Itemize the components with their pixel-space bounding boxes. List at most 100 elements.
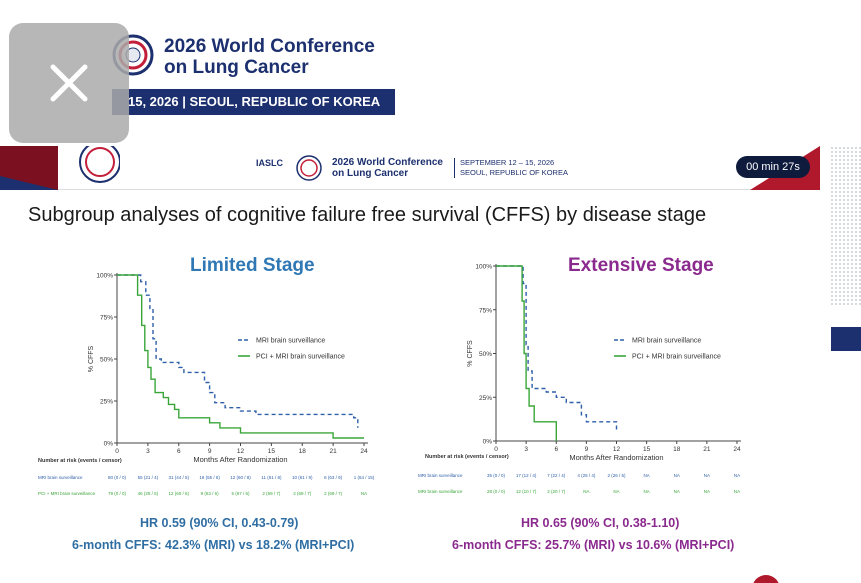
y-tick-label: 50% — [100, 357, 113, 364]
legend-label: PCI + MRI brain surveillance — [632, 354, 721, 361]
extensive-stage-title: Extensive Stage — [568, 255, 714, 276]
at-risk-value: 2 (69 / 7) — [262, 491, 281, 496]
conference-banner: 2026 World Conference on Lung Cancer 15,… — [0, 0, 861, 140]
y-tick-label: 0% — [104, 441, 114, 448]
header-date-line1: SEPTEMBER 12 – 15, 2026 — [460, 158, 555, 167]
y-tick-label: 75% — [479, 307, 492, 314]
at-risk-value: 55 (21 / 4) — [138, 475, 159, 480]
header-date-line2: SEOUL, REPUBLIC OF KOREA — [460, 168, 568, 177]
header-conference-title: 2026 World Conference on Lung Cancer — [332, 157, 443, 179]
limited-stage-title: Limited Stage — [190, 255, 315, 276]
at-risk-value: 1 (64 / 15) — [354, 475, 375, 480]
banner-title-line2: on Lung Cancer — [164, 57, 309, 78]
extensive-hazard-ratio: HR 0.65 (90% CI, 0.38-1.10) — [521, 516, 680, 530]
at-risk-value: 4 (25 / 4) — [577, 473, 596, 478]
at-risk-value: NA — [643, 473, 649, 478]
x-tick-label: 0 — [115, 448, 119, 455]
x-tick-label: 9 — [585, 446, 589, 453]
at-risk-value: NA — [583, 489, 589, 494]
at-risk-value: NA — [361, 491, 367, 496]
x-tick-label: 6 — [177, 448, 181, 455]
close-button[interactable] — [9, 23, 129, 143]
at-risk-value: NA — [674, 473, 680, 478]
at-risk-row-label: MRI brain surveillance — [38, 475, 83, 480]
at-risk-value: 31 (44 / 5) — [168, 475, 189, 480]
at-risk-value: NA — [643, 489, 649, 494]
x-tick-label: 15 — [268, 448, 276, 455]
iaslc-logo-text: IASLC — [256, 158, 283, 168]
header-title-line1: 2026 World Conference — [332, 157, 443, 168]
x-tick-label: 18 — [673, 446, 681, 453]
x-tick-label: 24 — [733, 446, 741, 453]
x-tick-label: 9 — [208, 448, 212, 455]
right-edge-pattern — [830, 146, 861, 306]
at-risk-title: Number at risk (events / censor) — [38, 458, 122, 464]
at-risk-value: NA — [734, 489, 740, 494]
mri-surveillance-curve — [496, 265, 618, 433]
y-tick-label: 25% — [479, 395, 492, 402]
at-risk-value: 35 (0 / 0) — [487, 473, 506, 478]
x-tick-label: 24 — [360, 448, 368, 455]
at-risk-value: 2 (20 / 7) — [547, 489, 566, 494]
header-date-location: SEPTEMBER 12 – 15, 2026 SEOUL, REPUBLIC … — [454, 158, 568, 178]
at-risk-row-label: MRI brain surveillance — [418, 473, 463, 478]
banner-title: 2026 World Conference on Lung Cancer — [164, 36, 375, 78]
at-risk-value: 18 (55 / 6) — [199, 475, 220, 480]
y-tick-label: 100% — [475, 264, 492, 271]
legend-label: MRI brain surveillance — [632, 338, 701, 345]
at-risk-value: 5 (67 / 6) — [231, 491, 250, 496]
at-risk-value: 7 (22 / 4) — [547, 473, 566, 478]
x-axis-label: Months After Randomization — [569, 453, 663, 462]
pci-mri-curve — [496, 265, 557, 441]
banner-date-location: 15, 2026 | SEOUL, REPUBLIC OF KOREA — [112, 89, 395, 115]
x-tick-label: 18 — [299, 448, 307, 455]
pci-mri-curve — [117, 274, 364, 439]
at-risk-value: NA — [704, 473, 710, 478]
close-icon — [50, 64, 88, 102]
header-left-artwork — [0, 146, 120, 190]
y-tick-label: 75% — [100, 315, 113, 322]
y-tick-label: 0% — [483, 439, 493, 446]
at-risk-value: 80 (0 / 0) — [108, 475, 127, 480]
at-risk-value: 9 (63 / 6) — [201, 491, 220, 496]
x-tick-label: 3 — [524, 446, 528, 453]
legend-label: PCI + MRI brain surveillance — [256, 354, 345, 361]
extensive-six-month-cffs: 6-month CFFS: 25.7% (MRI) vs 10.6% (MRI+… — [452, 538, 735, 552]
at-risk-value: 12 (10 / 7) — [516, 489, 537, 494]
at-risk-title: Number at risk (events / censor) — [425, 454, 509, 460]
x-tick-label: 3 — [146, 448, 150, 455]
header-seal-icon — [296, 155, 322, 181]
y-axis-label: % CFFS — [467, 340, 474, 367]
at-risk-value: 11 (61 / 8) — [261, 475, 282, 480]
y-tick-label: 100% — [96, 273, 113, 280]
x-tick-label: 12 — [237, 448, 245, 455]
y-tick-label: 25% — [100, 399, 113, 406]
at-risk-value: 12 (60 / 8) — [230, 475, 251, 480]
x-tick-label: 15 — [643, 446, 651, 453]
at-risk-value: NA — [704, 489, 710, 494]
mri-surveillance-curve — [117, 274, 359, 428]
x-tick-label: 12 — [613, 446, 621, 453]
session-timer: 00 min 27s — [736, 156, 810, 178]
legend-label: MRI brain surveillance — [256, 338, 325, 345]
at-risk-value: 2 (69 / 7) — [293, 491, 312, 496]
limited-six-month-cffs: 6-month CFFS: 42.3% (MRI) vs 18.2% (MRI+… — [72, 538, 355, 552]
at-risk-value: NA — [674, 489, 680, 494]
at-risk-value: NA — [613, 489, 619, 494]
banner-title-line1: 2026 World Conference — [164, 36, 375, 57]
y-axis-label: % CFFS — [88, 345, 95, 372]
y-tick-label: 50% — [479, 351, 492, 358]
corner-decoration — [752, 575, 780, 583]
x-tick-label: 21 — [703, 446, 711, 453]
at-risk-value: 12 (60 / 6) — [168, 491, 189, 496]
slide-title: Subgroup analyses of cognitive failure f… — [28, 204, 707, 226]
at-risk-value: NA — [734, 473, 740, 478]
at-risk-value: 6 (63 / 9) — [324, 475, 343, 480]
slide-header: IASLC 2026 World Conference on Lung Canc… — [0, 146, 820, 190]
limited-hazard-ratio: HR 0.59 (90% CI, 0.43-0.79) — [140, 516, 299, 530]
at-risk-value: 17 (12 / 4) — [516, 473, 537, 478]
at-risk-row-label: PCI + MRI brain surveillance — [38, 491, 96, 496]
x-tick-label: 6 — [554, 446, 558, 453]
